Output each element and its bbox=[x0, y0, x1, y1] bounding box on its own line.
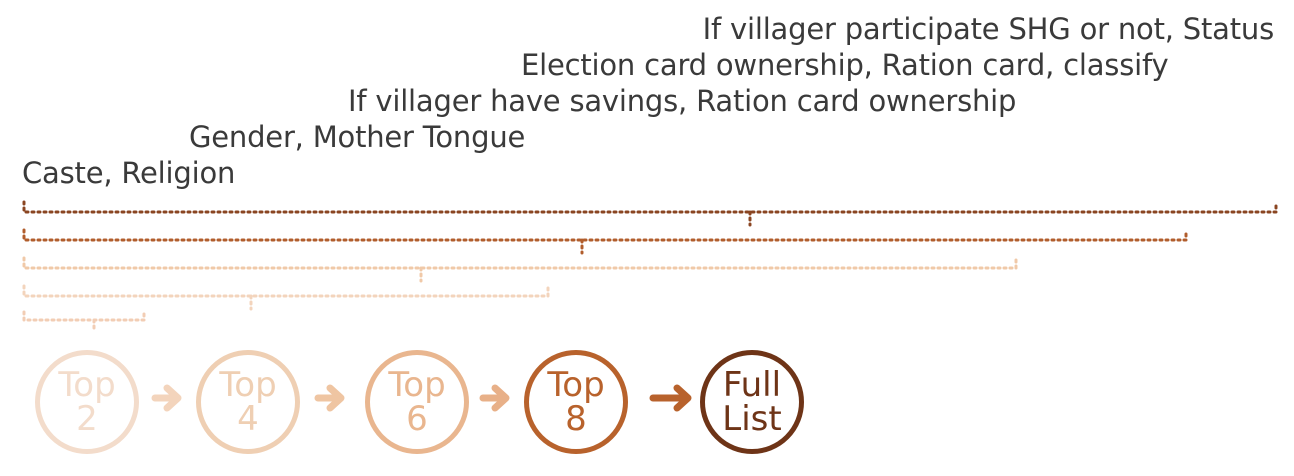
step-line1: Top bbox=[388, 365, 446, 405]
arrow-right-icon bbox=[649, 384, 692, 412]
label-top-6: If villager have savings, Ration card ow… bbox=[348, 84, 1017, 118]
step-line2: 6 bbox=[406, 399, 428, 439]
step-line2: 8 bbox=[565, 399, 587, 439]
step-line2: 4 bbox=[237, 399, 259, 439]
bracket-top-2 bbox=[22, 310, 146, 330]
bracket-full-list bbox=[22, 200, 1278, 227]
label-full-list: If villager participate SHG or not, Stat… bbox=[702, 12, 1275, 46]
step-top-8: Top 8 bbox=[524, 350, 628, 454]
step-top-6: Top 6 bbox=[365, 350, 469, 454]
bracket-top-8 bbox=[22, 228, 1188, 255]
label-top-2: Caste, Religion bbox=[22, 156, 236, 190]
step-top-4: Top 4 bbox=[196, 350, 300, 454]
label-top-4: Gender, Mother Tongue bbox=[189, 120, 526, 154]
bracket-top-6 bbox=[22, 256, 1018, 283]
arrow-right-icon bbox=[151, 384, 182, 412]
step-line1: Top bbox=[58, 365, 116, 405]
step-line1: Full bbox=[722, 365, 782, 405]
step-line2: List bbox=[722, 399, 782, 439]
step-top-2: Top 2 bbox=[35, 350, 139, 454]
step-line2: 2 bbox=[76, 399, 98, 439]
arrow-right-icon bbox=[314, 384, 345, 412]
step-line1: Top bbox=[547, 365, 605, 405]
label-top-8: Election card ownership, Ration card, cl… bbox=[521, 48, 1169, 82]
step-line1: Top bbox=[219, 365, 277, 405]
bracket-top-4 bbox=[22, 284, 550, 311]
step-full-list: Full List bbox=[700, 350, 804, 454]
arrow-right-icon bbox=[479, 384, 510, 412]
bracket-group bbox=[22, 200, 1278, 330]
